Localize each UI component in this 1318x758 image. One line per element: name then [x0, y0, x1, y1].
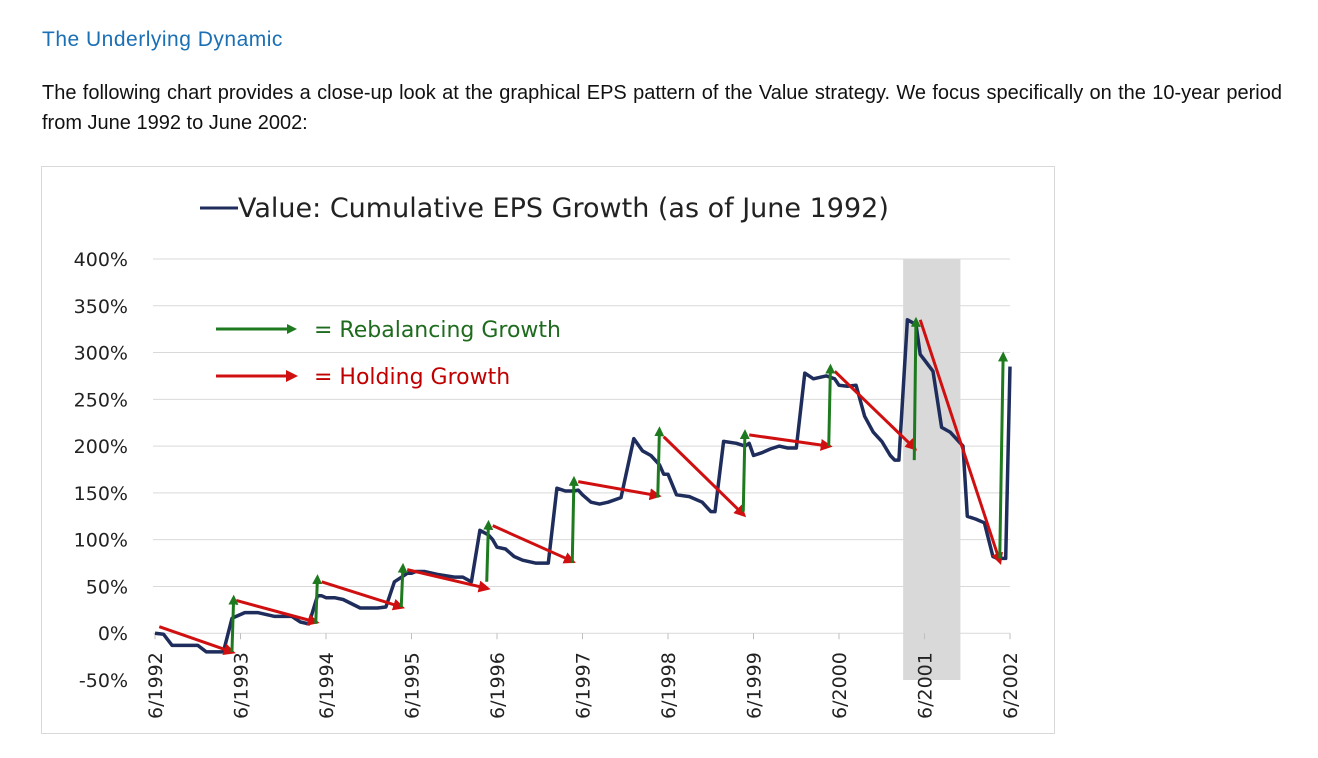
x-tick-label: 6/1994 — [316, 652, 338, 719]
holding-arrow — [158, 625, 236, 655]
section-title: The Underlying Dynamic — [42, 28, 283, 51]
x-tick-label: 6/2000 — [829, 652, 851, 719]
intro-paragraph: The following chart provides a close-up … — [42, 82, 1282, 134]
y-tick-label: 300% — [74, 343, 128, 365]
rebalancing-arrow — [568, 475, 579, 564]
y-tick-label: 100% — [74, 530, 128, 552]
chart-legend: Value: Cumulative EPS Growth (as of June… — [200, 193, 889, 224]
rebalancing-arrow — [654, 426, 665, 498]
holding-arrow — [492, 524, 576, 564]
rebalancing-arrow — [739, 429, 750, 512]
y-tick-label: -50% — [79, 670, 128, 692]
rebalancing-legend-label: = Rebalancing Growth — [314, 318, 561, 343]
x-tick-label: 6/2001 — [915, 652, 937, 719]
y-tick-label: 250% — [74, 389, 128, 411]
holding-arrow — [749, 433, 833, 451]
grid-lines — [153, 258, 1010, 634]
y-tick-label: 400% — [74, 249, 128, 271]
holding-arrow — [833, 370, 918, 451]
annotation-legend: = Rebalancing Growth = Holding Growth — [216, 318, 561, 390]
x-tick-label: 6/1998 — [658, 652, 680, 719]
rebalancing-arrow — [998, 351, 1009, 559]
x-tick-label: 6/1997 — [573, 652, 595, 719]
rebalancing-arrow — [312, 574, 323, 624]
y-tick-label: 0% — [98, 623, 128, 645]
holding-arrows — [158, 319, 1003, 655]
holding-arrow — [662, 435, 747, 518]
series-lines — [154, 318, 1012, 654]
holding-arrow — [406, 568, 491, 593]
chart-container: 400% 350% 300% 250% 200% 150% 100% 50% 0% -50% 6/… — [41, 166, 1055, 734]
x-tick-label: 6/1999 — [744, 652, 766, 719]
eps-growth-chart: 400% 350% 300% 250% 200% 150% 100% 50% 0% -50% 6/… — [74, 193, 1022, 719]
holding-arrow — [235, 599, 320, 626]
x-tick-label: 6/1992 — [145, 652, 167, 719]
recession-shade — [903, 259, 961, 680]
rebalancing-arrow — [483, 519, 494, 582]
holding-legend-label: = Holding Growth — [314, 365, 510, 390]
rebalancing-arrow — [910, 316, 921, 461]
rebalancing-arrow — [228, 594, 239, 652]
chart-title: Value: Cumulative EPS Growth (as of June… — [238, 193, 889, 224]
y-tick-label: 150% — [74, 483, 128, 505]
rebalancing-arrows — [228, 316, 1009, 652]
y-tick-label: 200% — [74, 436, 128, 458]
recession-band — [903, 259, 961, 680]
y-tick-labels: 400% 350% 300% 250% 200% 150% 100% 50% 0% -50% — [74, 249, 128, 692]
y-tick-label: 350% — [74, 296, 128, 318]
holding-arrow — [321, 580, 406, 611]
x-tick-label: 6/2002 — [1000, 652, 1022, 719]
x-tick-label: 6/1996 — [487, 652, 509, 719]
holding-arrow — [577, 480, 662, 501]
series-line — [154, 318, 1012, 654]
y-tick-label: 50% — [86, 576, 128, 598]
x-tick-labels: 6/1992 6/1993 6/1994 6/1995 6/1996 6/1997 6/19… — [145, 633, 1022, 719]
x-tick-label: 6/1995 — [402, 652, 424, 719]
rebalancing-arrow — [397, 562, 408, 608]
holding-arrow — [918, 319, 1003, 565]
x-tick-label: 6/1993 — [231, 652, 253, 719]
rebalancing-arrow — [825, 363, 836, 447]
